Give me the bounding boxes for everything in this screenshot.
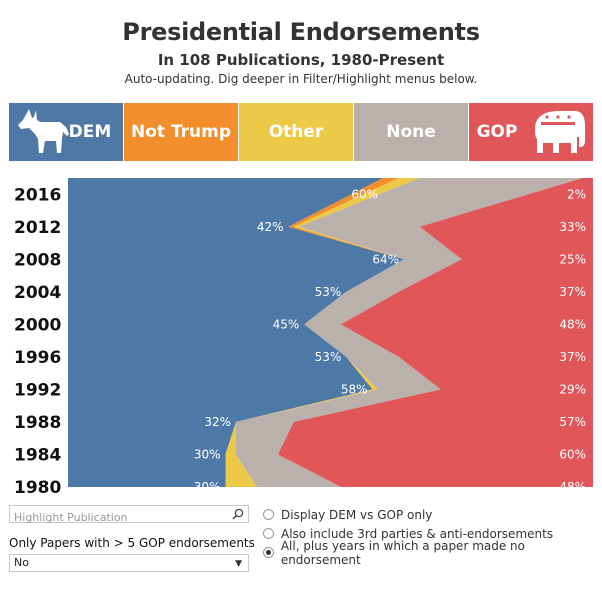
legend-other-label: Other [268, 122, 324, 142]
gop-percent-label: 37% [559, 350, 586, 364]
gop-percent-label: 2% [567, 187, 586, 201]
dem-percent-label: 42% [257, 220, 284, 234]
legend-none-label: None [386, 122, 436, 142]
radio-dem-vs-gop[interactable]: Display DEM vs GOP only [263, 505, 602, 524]
chart-title: Presidential Endorsements [122, 18, 480, 46]
year-label: 2012 [14, 218, 61, 238]
radio-circle-icon[interactable] [263, 509, 274, 520]
gop-percent-label: 48% [559, 317, 586, 331]
search-icon[interactable] [232, 508, 244, 520]
display-mode-options: Display DEM vs GOP only Also include 3rd… [263, 505, 602, 567]
gop-percent-label: 25% [559, 252, 586, 266]
legend-dem-label: DEM [68, 122, 112, 142]
legend-not-trump[interactable]: Not Trump [124, 103, 238, 161]
year-label: 2000 [14, 315, 61, 335]
radio-third-parties-label: Also include 3rd parties & anti-endorsem… [281, 526, 554, 541]
year-label: 2004 [14, 283, 61, 303]
gop-percent-label: 29% [559, 382, 586, 396]
gop-filter-dropdown[interactable]: No ▼ [9, 554, 249, 572]
year-label: 1980 [14, 478, 61, 498]
gop-percent-label: 57% [559, 415, 586, 429]
radio-dem-vs-gop-label: Display DEM vs GOP only [281, 507, 433, 522]
area-none[interactable] [236, 178, 583, 487]
legend-other[interactable]: Other [239, 103, 353, 161]
legend-gop[interactable]: GOP [469, 103, 593, 161]
year-label: 2016 [14, 185, 61, 205]
dropdown-arrow-icon[interactable]: ▼ [235, 559, 242, 569]
radio-circle-icon[interactable] [263, 528, 274, 539]
gop-percent-label: 48% [559, 480, 586, 494]
dem-percent-label: 30% [194, 480, 221, 494]
legend-not-trump-label: Not Trump [130, 122, 232, 142]
area-gop[interactable] [278, 178, 593, 487]
year-label: 1992 [14, 380, 61, 400]
legend-gop-label: GOP [476, 122, 518, 142]
dem-percent-label: 53% [315, 285, 342, 299]
year-label: 1988 [14, 413, 61, 433]
radio-all-no-endorsement-label: All, plus years in which a paper made no… [280, 538, 525, 567]
gop-filter-value: No [14, 556, 29, 569]
gop-percent-label: 60% [559, 447, 586, 461]
legend-dem[interactable]: DEM [9, 103, 123, 161]
party-legend: DEM Not Trump Other None GOP [9, 103, 593, 161]
gop-percent-label: 33% [559, 220, 586, 234]
dem-percent-label: 64% [372, 252, 399, 266]
dem-percent-label: 60% [351, 187, 378, 201]
dem-percent-label: 30% [194, 447, 221, 461]
radio-third-parties[interactable]: Also include 3rd parties & anti-endorsem… [263, 524, 602, 543]
highlight-publication-search[interactable] [9, 505, 249, 526]
gop-percent-label: 37% [559, 285, 586, 299]
gop-filter-label: Only Papers with > 5 GOP endorsements [9, 536, 255, 550]
radio-all-no-endorsement[interactable]: All, plus years in which a paper made no… [263, 539, 602, 567]
year-label: 1984 [14, 445, 61, 465]
dem-percent-label: 45% [273, 317, 300, 331]
dem-percent-label: 58% [341, 382, 368, 396]
legend-none[interactable]: None [354, 103, 468, 161]
elephant-icon [535, 111, 585, 153]
donkey-icon [18, 109, 69, 153]
chart-note: Auto-updating. Dig deeper in Filter/High… [124, 72, 478, 86]
radio-circle-icon[interactable] [263, 547, 274, 558]
dem-percent-label: 53% [315, 350, 342, 364]
area-dem[interactable] [68, 178, 404, 487]
year-label: 2008 [14, 250, 61, 270]
year-label: 1996 [14, 348, 61, 368]
highlight-publication-input[interactable] [10, 509, 219, 526]
dem-percent-label: 32% [204, 415, 231, 429]
chart-subtitle: In 108 Publications, 1980-Present [157, 51, 445, 69]
